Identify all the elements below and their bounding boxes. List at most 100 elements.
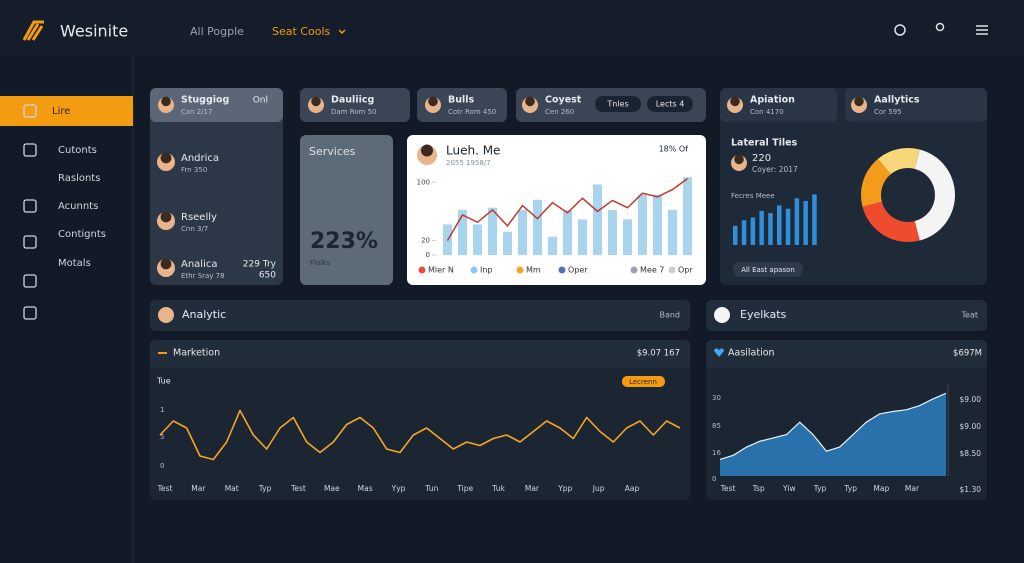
bar xyxy=(668,209,677,255)
sidebar-item[interactable]: Cutonts xyxy=(58,145,97,156)
x-tick-label: Map xyxy=(873,484,889,493)
legend-label: Mee 7 xyxy=(640,266,664,275)
x-tick-label: Mar xyxy=(525,484,540,493)
x-tick-label: Mat xyxy=(225,484,239,493)
legend-label: Opr xyxy=(678,266,693,275)
sidebar-item[interactable]: Lire xyxy=(52,106,70,117)
y-label: 0 xyxy=(160,462,164,470)
services-value: 223% xyxy=(310,229,378,254)
sidebar-icon xyxy=(23,306,37,320)
sidebar-item[interactable]: Raslonts xyxy=(58,173,100,184)
x-tick-label: Mae xyxy=(324,484,340,493)
person-extra: 229 Try xyxy=(243,260,277,270)
bar xyxy=(623,219,632,255)
bar xyxy=(488,207,497,255)
card-button[interactable] xyxy=(595,96,641,112)
legend-dot xyxy=(630,266,638,274)
user-icon[interactable] xyxy=(935,22,945,32)
people-card xyxy=(150,88,283,285)
bar xyxy=(593,184,602,255)
y-label: 5 xyxy=(160,433,164,441)
nav-link[interactable]: All Pogple xyxy=(190,25,244,38)
menu-icon[interactable] xyxy=(976,25,988,35)
x-tick-label: Tsp xyxy=(752,484,765,493)
section-action[interactable]: Teat xyxy=(961,311,979,320)
x-tick-label: Tuk xyxy=(491,484,505,493)
person-name: Analica xyxy=(181,259,218,270)
panel-header xyxy=(150,340,690,368)
search-icon[interactable] xyxy=(894,24,906,36)
bar xyxy=(683,177,692,255)
sidebar-item[interactable]: Contignts xyxy=(58,229,106,240)
legend-label: Oper xyxy=(568,266,588,275)
axis-label: Tue xyxy=(156,377,171,386)
top-card[interactable] xyxy=(300,88,410,122)
nav-link[interactable]: Seat Cools xyxy=(272,25,330,38)
avatar-hair xyxy=(160,211,172,223)
card-title: Bulls xyxy=(448,95,475,106)
top-card[interactable] xyxy=(845,88,987,122)
x-tick-label: Yiw xyxy=(782,484,796,493)
sidebar-icon xyxy=(23,199,37,213)
bar xyxy=(803,201,808,245)
card-sub: Cxn 2/17 xyxy=(181,108,212,116)
logo xyxy=(22,20,44,41)
bar xyxy=(768,213,773,245)
sidebar-item[interactable]: Acunnts xyxy=(58,201,98,212)
bar xyxy=(777,205,782,245)
legend-label: Inp xyxy=(480,266,493,275)
avatar-hair xyxy=(160,258,172,270)
legend-dot xyxy=(516,266,524,274)
y-label: 85 xyxy=(712,422,721,430)
lateral-button-label[interactable]: All East apason xyxy=(741,266,795,274)
x-tick-label: Typ xyxy=(843,484,857,493)
section-title: Eyelkats xyxy=(740,308,787,321)
sidebar-icon xyxy=(23,235,37,249)
bar xyxy=(653,194,662,255)
bar xyxy=(473,224,482,255)
sidebar-icon xyxy=(23,274,37,288)
card-action[interactable]: Onl xyxy=(253,96,268,106)
services-label: Flolks xyxy=(310,259,330,267)
donut-slice xyxy=(877,147,920,175)
section-action[interactable]: Band xyxy=(659,311,680,320)
top-card[interactable] xyxy=(150,88,283,122)
services-card xyxy=(300,135,393,285)
chart-action[interactable]: 18% Of xyxy=(659,145,689,154)
card-button-label[interactable]: Lects 4 xyxy=(656,100,685,109)
x-tick-label: Mas xyxy=(358,484,373,493)
bar xyxy=(608,209,617,255)
avatar-hair xyxy=(311,96,321,107)
top-card[interactable] xyxy=(720,88,837,122)
sidebar-item[interactable]: Motals xyxy=(58,258,91,269)
panel-title: Aasilation xyxy=(728,348,775,359)
bar xyxy=(503,231,512,255)
y2-label: $9.00 xyxy=(960,395,982,404)
top-card[interactable] xyxy=(417,88,507,122)
person-name: Andrica xyxy=(181,153,219,164)
x-tick-label: Tun xyxy=(424,484,438,493)
x-tick-label: Ypp xyxy=(557,484,572,493)
y-label: 30 xyxy=(712,394,721,402)
x-tick-label: Test xyxy=(157,484,173,493)
services-title: Services xyxy=(309,145,356,158)
bar xyxy=(518,209,527,255)
avatar-hair xyxy=(421,144,433,157)
x-tick-label: Test xyxy=(290,484,306,493)
card-button-label[interactable]: Tnles xyxy=(606,100,628,109)
badge xyxy=(622,376,665,387)
avatar-hair xyxy=(525,96,535,107)
brand: Wesinite xyxy=(60,22,128,41)
sidebar-icon xyxy=(23,104,37,118)
caret xyxy=(338,29,346,35)
card-button[interactable] xyxy=(647,96,693,112)
x-tick-label: Mar xyxy=(905,484,920,493)
sidebar-icon xyxy=(23,143,37,157)
bar xyxy=(533,199,542,255)
person-sub: Frn 350 xyxy=(181,166,207,174)
legend-dot xyxy=(668,266,676,274)
lateral-button[interactable] xyxy=(733,262,803,277)
x-tick-label: Jup xyxy=(592,484,605,493)
y-label: 1 xyxy=(160,406,164,414)
x-tick-label: Typ xyxy=(813,484,827,493)
